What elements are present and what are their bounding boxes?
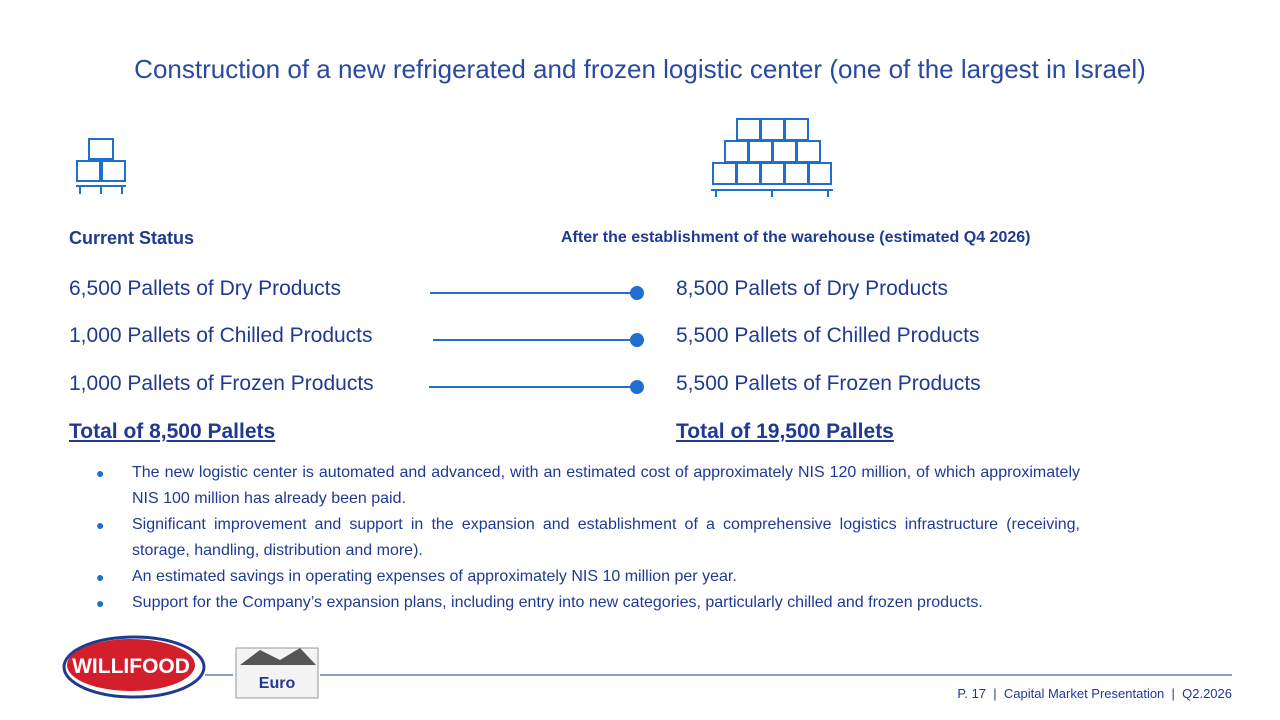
bullet: ● An estimated savings in operating expen… (96, 564, 1080, 590)
presentation-name: Capital Market Presentation (1003, 686, 1165, 701)
period: Q2.2026 (1182, 686, 1232, 701)
left-item: 1,000 Pallets of Frozen Products (69, 372, 374, 395)
bullet: ● Support for the Company’s expansion pla… (96, 590, 1080, 616)
large-pallet-icon (711, 118, 833, 197)
logo-text: WILLIFOOD (72, 655, 190, 678)
logo-shape (67, 639, 195, 691)
right-item: 5,500 Pallets of Chilled Products (676, 324, 980, 347)
logo-text: Euro (259, 675, 296, 692)
page-number: P. 17 (957, 686, 987, 701)
right-item: 8,500 Pallets of Dry Products (676, 277, 948, 300)
small-pallet-icon (76, 138, 126, 194)
left-item: 6,500 Pallets of Dry Products (69, 277, 341, 300)
title: Construction of a new refrigerated and f… (134, 54, 1146, 84)
right-heading: After the establishment of the warehouse… (561, 229, 1031, 246)
bullet: ● The new logistic center is automated an… (96, 460, 1080, 512)
connectors (429, 286, 644, 394)
footer: P. 17 | Capital Market Presentation | Q2… (957, 686, 1232, 701)
logo-art (240, 648, 316, 665)
right-total: Total of 19,500 Pallets (676, 420, 894, 443)
right-item: 5,500 Pallets of Frozen Products (676, 372, 981, 395)
left-total: Total of 8,500 Pallets (69, 420, 276, 443)
left-heading: Current Status (69, 228, 195, 248)
left-item: 1,000 Pallets of Chilled Products (69, 324, 373, 347)
bullet-list: ● The new logistic center is automated an… (96, 460, 1080, 616)
bullet-text: The new logistic center is automated and… (132, 464, 1080, 507)
bullet: ● Significant improvement and support in … (96, 512, 1080, 564)
bullet-text: An estimated savings in operating expens… (132, 568, 737, 585)
bullet-text: Significant improvement and support in t… (132, 516, 1080, 559)
bullet-text: Support for the Company’s expansion plan… (132, 594, 983, 611)
